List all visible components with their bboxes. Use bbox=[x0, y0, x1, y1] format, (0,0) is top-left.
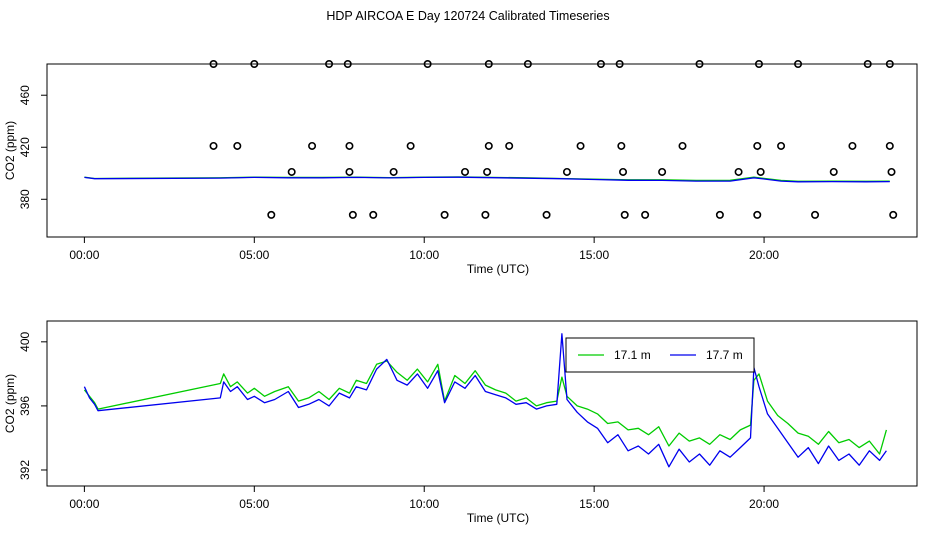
panel2-x-tick-label: 15:00 bbox=[579, 497, 609, 511]
panel1-data-point bbox=[250, 59, 259, 68]
panel1-data-point bbox=[523, 59, 532, 68]
panel1-data-point bbox=[734, 167, 743, 176]
panel2-x-tick-label: 00:00 bbox=[69, 497, 99, 511]
panel1-plot-frame bbox=[46, 63, 918, 238]
panel1-data-point bbox=[756, 167, 765, 176]
panel1-data-point bbox=[848, 141, 857, 150]
panel1-data-point bbox=[576, 141, 585, 150]
panel2-plot-frame bbox=[46, 320, 918, 487]
panel1-data-point bbox=[829, 167, 838, 176]
panel1-y-tick-label: 420 bbox=[18, 137, 32, 157]
panel1-data-point bbox=[345, 167, 354, 176]
panel1-y-tick-label: 380 bbox=[18, 189, 32, 209]
panel1-data-point bbox=[423, 59, 432, 68]
panel1-data-point bbox=[619, 167, 628, 176]
panel1-data-point bbox=[483, 167, 492, 176]
panel1-data-point bbox=[209, 59, 218, 68]
panel1-data-point bbox=[753, 141, 762, 150]
panel1-data-point bbox=[267, 210, 276, 219]
panel1-data-point bbox=[484, 141, 493, 150]
panel1-data-point bbox=[715, 210, 724, 219]
panel1-series-line-2 bbox=[84, 176, 890, 183]
panel1-data-point bbox=[777, 141, 786, 150]
panel2-series-line-1 bbox=[83, 360, 888, 455]
panel1-data-point bbox=[461, 167, 470, 176]
legend-label-1: 17.1 m bbox=[614, 348, 651, 362]
panel1-y-tick-label: 460 bbox=[18, 85, 32, 105]
panel1-x-tick-label: 05:00 bbox=[239, 248, 269, 262]
panel1-data-point bbox=[484, 59, 493, 68]
chart-title: HDP AIRCOA E Day 120724 Calibrated Times… bbox=[326, 9, 610, 23]
panel2-series-line-2 bbox=[83, 333, 887, 468]
panel1-data-point bbox=[754, 59, 763, 68]
panel1-data-point bbox=[505, 141, 514, 150]
panel1-x-tick-label: 15:00 bbox=[579, 248, 609, 262]
panel1-data-point bbox=[863, 59, 872, 68]
panel1-data-point bbox=[233, 141, 242, 150]
panel1-data-point bbox=[596, 59, 605, 68]
panel1-data-point bbox=[620, 210, 629, 219]
panel1-data-point bbox=[885, 59, 894, 68]
panel1-data-point bbox=[406, 141, 415, 150]
panel1-x-tick-label: 20:00 bbox=[749, 248, 779, 262]
panel1-data-point bbox=[617, 141, 626, 150]
panel1-data-point bbox=[811, 210, 820, 219]
panel1-data-point bbox=[678, 141, 687, 150]
legend-label-2: 17.7 m bbox=[706, 348, 743, 362]
panel1-data-point bbox=[287, 167, 296, 176]
panel2-x-tick-label: 20:00 bbox=[749, 497, 779, 511]
panel1-x-tick-label: 00:00 bbox=[69, 248, 99, 262]
panel2-y-tick-label: 400 bbox=[18, 331, 32, 351]
panel1-data-point bbox=[695, 59, 704, 68]
panel1-x-axis-title: Time (UTC) bbox=[467, 262, 529, 276]
panel1-data-point bbox=[615, 59, 624, 68]
panel1-data-point bbox=[345, 141, 354, 150]
panel1-x-tick-label: 10:00 bbox=[409, 248, 439, 262]
panel1-data-point bbox=[325, 59, 334, 68]
panel2-y-tick-label: 392 bbox=[18, 460, 32, 480]
panel1-data-point bbox=[209, 141, 218, 150]
panel2-x-tick-label: 05:00 bbox=[239, 497, 269, 511]
panel2-x-axis-title: Time (UTC) bbox=[467, 511, 529, 525]
panel1-data-point bbox=[641, 210, 650, 219]
panel1-data-point bbox=[440, 210, 449, 219]
panel1-y-axis-title: CO2 (ppm) bbox=[3, 121, 17, 180]
panel1-data-point bbox=[753, 210, 762, 219]
panel1-data-point bbox=[389, 167, 398, 176]
panel1-data-point bbox=[308, 141, 317, 150]
panel2-y-tick-label: 396 bbox=[18, 396, 32, 416]
panel1-data-point bbox=[562, 167, 571, 176]
panel1-data-point bbox=[794, 59, 803, 68]
panel2-y-axis-title: CO2 (ppm) bbox=[3, 374, 17, 433]
panel1-data-point bbox=[369, 210, 378, 219]
panel1-data-point bbox=[542, 210, 551, 219]
panel1-data-point bbox=[885, 141, 894, 150]
panel1-data-point bbox=[481, 210, 490, 219]
panel1-data-point bbox=[343, 59, 352, 68]
panel2-x-tick-label: 10:00 bbox=[409, 497, 439, 511]
panel1-data-point bbox=[348, 210, 357, 219]
panel1-data-point bbox=[889, 210, 898, 219]
panel1-data-point bbox=[658, 167, 667, 176]
panel1-data-point bbox=[887, 167, 896, 176]
